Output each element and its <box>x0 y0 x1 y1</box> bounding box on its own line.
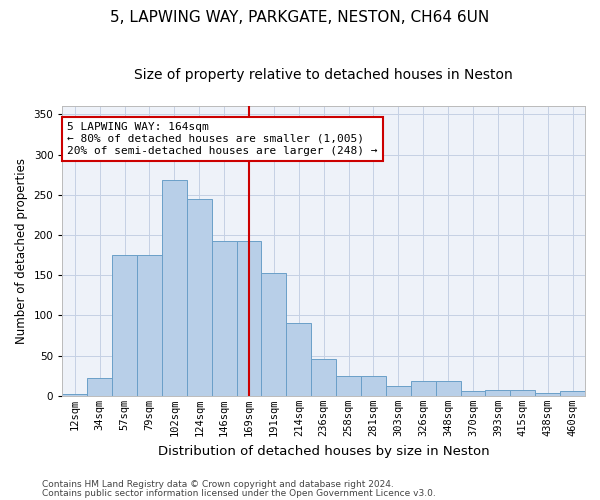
Bar <box>461 391 485 396</box>
Bar <box>361 376 386 396</box>
Bar <box>187 199 212 396</box>
Bar <box>511 390 535 396</box>
Bar <box>162 180 187 396</box>
Bar <box>311 359 336 396</box>
Bar <box>286 324 311 396</box>
Bar <box>535 392 560 396</box>
Bar <box>137 255 162 396</box>
Bar <box>212 242 236 396</box>
Text: 5 LAPWING WAY: 164sqm
← 80% of detached houses are smaller (1,005)
20% of semi-d: 5 LAPWING WAY: 164sqm ← 80% of detached … <box>67 122 378 156</box>
Title: Size of property relative to detached houses in Neston: Size of property relative to detached ho… <box>134 68 513 82</box>
Bar <box>485 390 511 396</box>
Text: 5, LAPWING WAY, PARKGATE, NESTON, CH64 6UN: 5, LAPWING WAY, PARKGATE, NESTON, CH64 6… <box>110 10 490 25</box>
Bar <box>436 380 461 396</box>
Text: Contains public sector information licensed under the Open Government Licence v3: Contains public sector information licen… <box>42 488 436 498</box>
Bar <box>386 386 411 396</box>
Bar <box>411 380 436 396</box>
Bar <box>336 376 361 396</box>
Bar <box>87 378 112 396</box>
X-axis label: Distribution of detached houses by size in Neston: Distribution of detached houses by size … <box>158 444 490 458</box>
Bar <box>62 394 87 396</box>
Bar <box>560 391 585 396</box>
Bar <box>262 273 286 396</box>
Bar <box>112 255 137 396</box>
Text: Contains HM Land Registry data © Crown copyright and database right 2024.: Contains HM Land Registry data © Crown c… <box>42 480 394 489</box>
Y-axis label: Number of detached properties: Number of detached properties <box>15 158 28 344</box>
Bar <box>236 242 262 396</box>
